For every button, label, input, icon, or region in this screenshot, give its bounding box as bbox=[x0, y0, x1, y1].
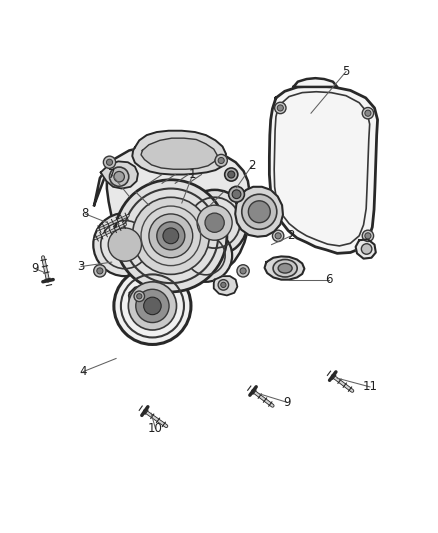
Text: 11: 11 bbox=[363, 381, 378, 393]
Polygon shape bbox=[235, 187, 283, 237]
Circle shape bbox=[182, 190, 247, 255]
Circle shape bbox=[225, 168, 238, 181]
Polygon shape bbox=[293, 78, 337, 87]
Circle shape bbox=[272, 230, 284, 241]
Text: 4: 4 bbox=[79, 365, 87, 378]
Circle shape bbox=[114, 268, 191, 344]
Polygon shape bbox=[129, 285, 164, 310]
Circle shape bbox=[240, 268, 246, 274]
Circle shape bbox=[136, 289, 169, 322]
Circle shape bbox=[232, 190, 241, 199]
Circle shape bbox=[242, 194, 277, 229]
Circle shape bbox=[275, 102, 286, 114]
Circle shape bbox=[229, 187, 244, 202]
Circle shape bbox=[205, 213, 224, 232]
Circle shape bbox=[132, 197, 209, 274]
Polygon shape bbox=[132, 131, 226, 174]
Polygon shape bbox=[356, 239, 376, 259]
Circle shape bbox=[362, 108, 374, 119]
Circle shape bbox=[157, 222, 185, 250]
Circle shape bbox=[149, 214, 193, 258]
Polygon shape bbox=[141, 138, 217, 169]
Circle shape bbox=[93, 213, 156, 276]
Circle shape bbox=[248, 201, 270, 223]
Text: 10: 10 bbox=[148, 422, 163, 435]
Polygon shape bbox=[214, 276, 237, 295]
Circle shape bbox=[277, 105, 283, 111]
Polygon shape bbox=[265, 256, 304, 280]
Text: 9: 9 bbox=[283, 396, 291, 409]
Circle shape bbox=[94, 265, 106, 277]
Circle shape bbox=[275, 233, 281, 239]
Polygon shape bbox=[94, 145, 251, 280]
Circle shape bbox=[163, 228, 179, 244]
Circle shape bbox=[361, 244, 372, 254]
Text: 8: 8 bbox=[82, 207, 89, 221]
Text: 6: 6 bbox=[325, 273, 332, 286]
Text: 5: 5 bbox=[343, 65, 350, 78]
Circle shape bbox=[180, 229, 232, 282]
Circle shape bbox=[144, 297, 161, 314]
Text: 9: 9 bbox=[31, 262, 39, 275]
Text: 2: 2 bbox=[287, 229, 295, 243]
Ellipse shape bbox=[278, 263, 292, 273]
Circle shape bbox=[218, 280, 229, 290]
Circle shape bbox=[110, 167, 129, 187]
Circle shape bbox=[137, 294, 142, 299]
Circle shape bbox=[115, 180, 227, 292]
Circle shape bbox=[365, 233, 371, 239]
Polygon shape bbox=[101, 161, 138, 189]
Circle shape bbox=[197, 205, 232, 240]
Circle shape bbox=[228, 171, 235, 178]
Circle shape bbox=[108, 228, 141, 261]
Circle shape bbox=[218, 157, 224, 164]
Polygon shape bbox=[274, 92, 370, 246]
Circle shape bbox=[97, 268, 103, 274]
Circle shape bbox=[103, 156, 116, 168]
Circle shape bbox=[237, 265, 249, 277]
Text: 3: 3 bbox=[78, 260, 85, 273]
Ellipse shape bbox=[273, 260, 297, 277]
Text: 2: 2 bbox=[248, 159, 256, 172]
Circle shape bbox=[128, 282, 177, 330]
Circle shape bbox=[106, 159, 113, 165]
Circle shape bbox=[365, 110, 371, 116]
Polygon shape bbox=[269, 86, 378, 253]
Text: 7: 7 bbox=[108, 168, 116, 181]
Text: 1: 1 bbox=[189, 168, 197, 181]
Circle shape bbox=[362, 230, 374, 241]
Circle shape bbox=[114, 172, 124, 182]
Circle shape bbox=[134, 291, 145, 302]
Circle shape bbox=[215, 155, 227, 167]
Circle shape bbox=[221, 282, 226, 287]
